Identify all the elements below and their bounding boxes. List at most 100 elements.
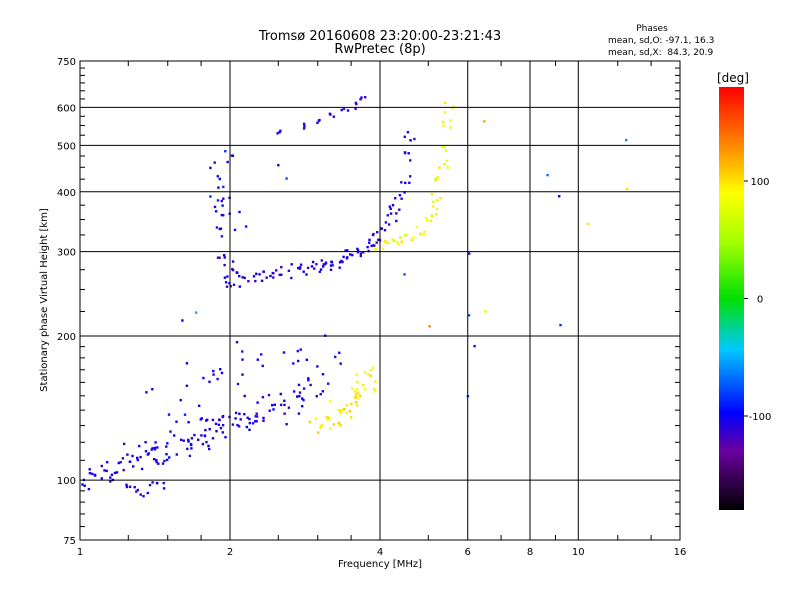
data-point	[218, 256, 221, 259]
data-point	[392, 239, 396, 242]
grid-lines	[80, 61, 680, 540]
data-point	[190, 437, 194, 440]
data-point	[322, 265, 325, 268]
data-point	[430, 192, 433, 196]
data-point	[343, 408, 346, 411]
data-point	[434, 179, 437, 182]
data-point	[133, 486, 136, 489]
data-point	[435, 213, 438, 216]
data-point	[354, 107, 357, 110]
data-point	[221, 424, 225, 427]
data-point	[231, 423, 235, 426]
data-point	[298, 266, 302, 269]
data-point	[208, 447, 211, 451]
data-point	[388, 205, 391, 208]
data-point	[217, 418, 221, 421]
data-point	[153, 458, 156, 461]
data-point	[117, 461, 120, 465]
data-point	[440, 145, 443, 148]
data-point	[243, 276, 246, 280]
data-point	[269, 274, 272, 278]
data-point	[153, 448, 157, 451]
data-point	[292, 362, 295, 365]
data-point	[342, 107, 346, 110]
colorbar-tick-label: 0	[757, 295, 763, 306]
data-point	[91, 472, 94, 476]
data-point	[324, 261, 328, 264]
data-point	[83, 484, 86, 487]
colorbar	[719, 87, 744, 510]
data-point	[88, 468, 91, 471]
data-point	[394, 197, 397, 200]
data-point	[272, 276, 275, 279]
data-point	[359, 254, 362, 258]
data-point	[216, 199, 220, 202]
data-point	[314, 417, 318, 420]
data-point	[326, 418, 329, 421]
data-point	[278, 273, 281, 276]
data-point	[389, 207, 392, 210]
data-point	[328, 417, 331, 421]
data-point	[442, 124, 445, 127]
data-point	[399, 236, 402, 239]
data-point	[356, 251, 360, 254]
data-point	[346, 109, 350, 112]
data-point	[243, 394, 246, 398]
data-point	[451, 106, 454, 110]
data-point	[169, 430, 172, 433]
data-point	[337, 409, 340, 412]
data-point	[349, 253, 352, 256]
data-point	[220, 199, 223, 203]
data-point	[353, 390, 357, 393]
data-point	[125, 485, 129, 489]
data-point	[276, 132, 279, 135]
data-point	[125, 483, 128, 486]
colorbar-ticks: 100 0 -100	[744, 177, 771, 423]
data-point	[350, 402, 353, 406]
data-point	[100, 477, 103, 480]
data-point	[180, 438, 183, 441]
data-point	[318, 118, 321, 122]
data-point	[319, 426, 322, 429]
data-point	[262, 270, 265, 273]
data-point	[138, 444, 141, 448]
data-point	[260, 279, 264, 282]
data-point	[338, 423, 341, 426]
data-point	[187, 438, 190, 442]
data-point	[279, 392, 282, 396]
data-point	[315, 395, 318, 398]
data-point	[208, 380, 211, 383]
data-point	[372, 232, 375, 236]
data-point	[161, 462, 165, 465]
data-point	[223, 263, 226, 267]
data-point	[307, 379, 310, 382]
data-point	[436, 199, 439, 202]
data-point	[173, 434, 176, 437]
data-point	[285, 423, 288, 426]
data-point	[251, 422, 255, 425]
data-point	[215, 430, 218, 433]
data-point	[226, 160, 229, 164]
data-point	[223, 254, 226, 257]
x-tick-label: 1	[77, 547, 83, 558]
data-point	[404, 181, 407, 185]
data-point	[248, 421, 251, 425]
data-point	[483, 120, 486, 123]
data-point	[407, 152, 410, 155]
data-point	[375, 241, 378, 244]
data-point	[364, 96, 367, 99]
data-point	[175, 420, 178, 423]
data-point	[144, 441, 147, 444]
data-point	[241, 373, 244, 376]
data-point	[302, 387, 306, 390]
data-point	[271, 404, 274, 407]
data-point	[432, 200, 435, 203]
data-point	[224, 281, 228, 284]
data-point	[429, 219, 433, 223]
data-point	[299, 263, 303, 266]
data-point	[147, 452, 151, 455]
data-point	[297, 412, 301, 415]
data-point	[340, 408, 344, 411]
data-point	[110, 473, 114, 476]
data-point	[203, 434, 207, 438]
